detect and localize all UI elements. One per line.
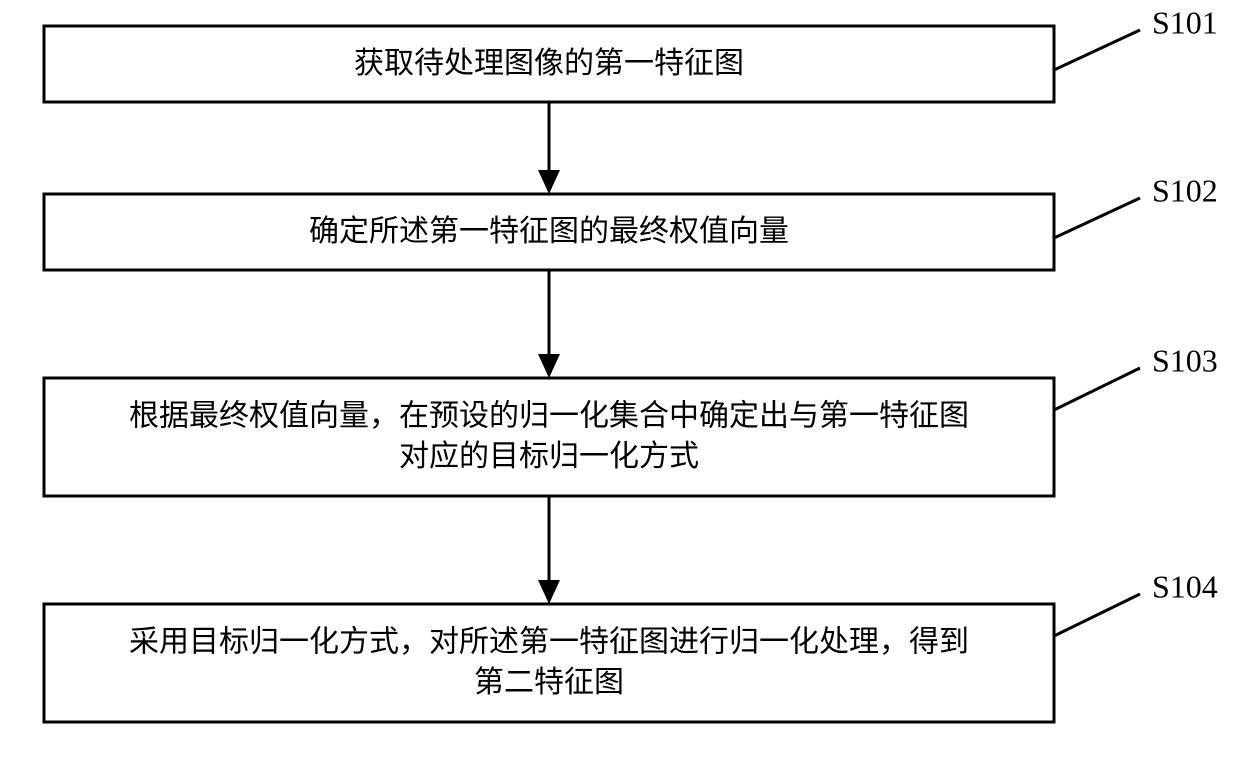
step-text-S104-line1: 第二特征图	[474, 666, 624, 699]
step-box-S104	[44, 604, 1054, 722]
step-label-S103: S103	[1152, 342, 1218, 378]
step-label-S104: S104	[1152, 568, 1218, 604]
step-text-S102-line0: 确定所述第一特征图的最终权值向量	[309, 215, 789, 248]
flowchart-canvas: 获取待处理图像的第一特征图 S101 确定所述第一特征图的最终权值向量 S102 根据最…	[0, 0, 1240, 757]
step-text-S103-line1: 对应的目标归一化方式	[399, 440, 699, 473]
step-box-S103	[44, 378, 1054, 496]
step-label-S101: S101	[1152, 4, 1218, 40]
step-text-S101-line0: 获取待处理图像的第一特征图	[354, 47, 744, 80]
step-label-S102: S102	[1152, 172, 1218, 208]
step-text-S104-line0: 采用目标归一化方式，对所述第一特征图进行归一化处理，得到	[129, 626, 969, 659]
step-text-S103-line0: 根据最终权值向量，在预设的归一化集合中确定出与第一特征图	[129, 400, 969, 433]
